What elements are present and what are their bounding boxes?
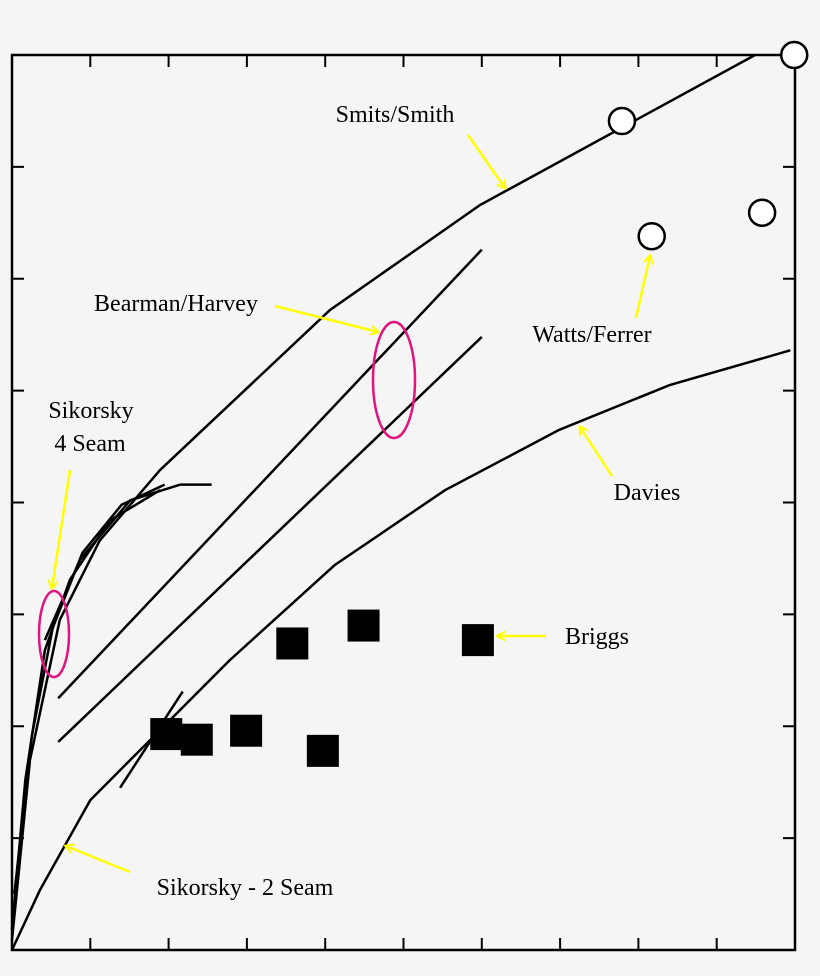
watts-ferrer-point	[607, 106, 637, 136]
label-sikorsky4-line1: Sikorsky	[48, 398, 133, 424]
label-briggs: Briggs	[565, 624, 629, 650]
label-sikorsky4-line2: 4 Seam	[54, 431, 126, 457]
watts-ferrer-point	[747, 198, 777, 227]
briggs-point	[461, 624, 494, 657]
sikorsky4-highlight-ellipse	[37, 589, 71, 679]
sikorsky2-arrow	[66, 846, 131, 874]
sikorsky4-arrow	[52, 469, 72, 588]
davies-line	[10, 349, 791, 951]
watts-ferrer-point	[779, 40, 809, 70]
briggs-point	[180, 723, 213, 756]
davies-arrow	[580, 427, 614, 477]
briggs-point	[306, 734, 339, 767]
label-bearman: Bearman/Harvey	[94, 291, 258, 317]
briggs-point	[276, 627, 309, 660]
watts-arrow	[634, 256, 650, 319]
bearman-harvey-line	[57, 336, 483, 743]
bearman-harvey-line	[57, 248, 483, 700]
briggs-point	[150, 718, 183, 751]
bearman-highlight-ellipse	[371, 320, 417, 440]
smits-smith-line	[10, 53, 756, 941]
bearman-arrow	[274, 304, 378, 332]
label-smits: Smits/Smith	[336, 102, 455, 128]
label-sikorsky2: Sikorsky - 2 Seam	[157, 875, 334, 901]
briggs-point	[230, 714, 263, 747]
sikorsky-4-seam-line	[43, 483, 212, 641]
watts-ferrer-point	[637, 221, 666, 251]
label-davies: Davies	[614, 480, 681, 506]
briggs-point	[347, 609, 380, 642]
label-watts: Watts/Ferrer	[532, 322, 651, 348]
sikorsky-4-seam-line	[10, 489, 161, 930]
sikorsky-4-seam-line	[13, 483, 166, 895]
series-group	[10, 40, 809, 951]
smits-arrow	[466, 134, 505, 188]
